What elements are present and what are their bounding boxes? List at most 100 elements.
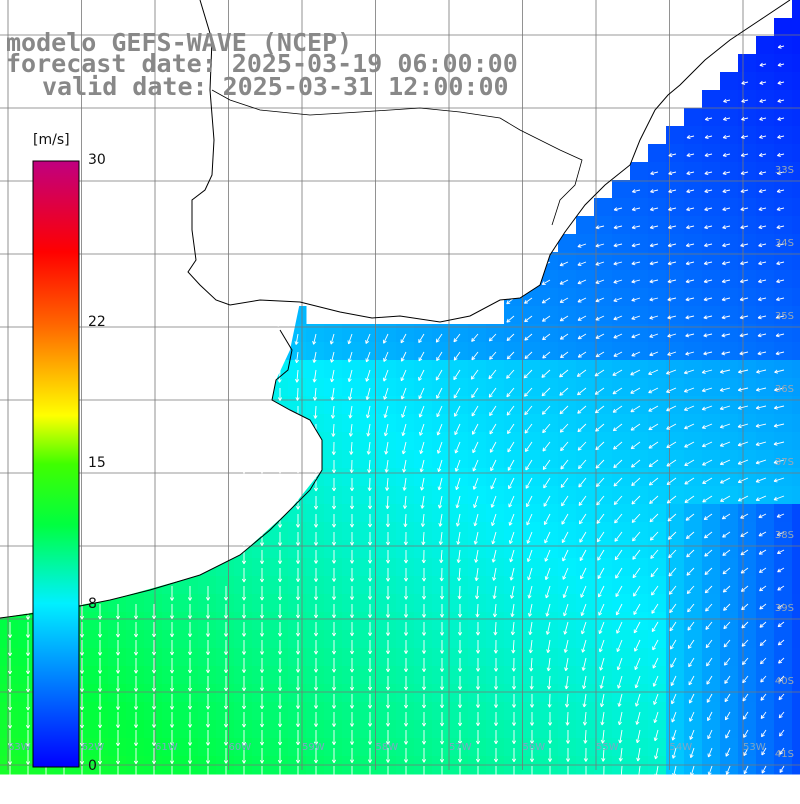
wind-speed-cell [630,612,649,631]
wind-speed-cell [0,630,19,649]
wind-speed-cell [468,666,487,685]
wind-speed-cell [756,612,775,631]
wind-speed-cell [558,504,577,523]
wind-speed-cell [576,270,595,289]
wind-speed-cell [702,684,721,703]
wind-speed-cell [450,414,469,433]
wind-speed-cell [756,594,775,613]
wind-speed-cell [774,396,793,415]
wind-speed-cell [378,342,397,361]
wind-speed-cell [414,684,433,703]
wind-speed-cell [126,648,145,667]
wind-speed-cell [720,252,739,271]
wind-speed-cell [414,414,433,433]
wind-speed-cell [558,288,577,307]
wind-speed-cell [720,630,739,649]
wind-speed-cell [288,558,307,577]
wind-speed-cell [756,450,775,469]
wind-speed-cell [774,342,793,361]
wind-speed-cell [576,630,595,649]
wind-speed-cell [252,630,271,649]
wind-speed-cell [666,288,685,307]
wind-speed-cell [396,720,415,739]
wind-speed-cell [666,180,685,199]
wind-speed-cell [306,684,325,703]
wind-speed-cell [720,270,739,289]
wind-speed-cell [738,216,757,235]
wind-speed-cell [594,486,613,505]
wind-speed-cell [468,342,487,361]
wind-speed-cell [738,90,757,109]
wind-speed-cell [450,720,469,739]
wind-speed-cell [756,144,775,163]
wind-speed-cell [774,576,793,595]
wind-speed-cell [162,684,181,703]
wind-speed-cell [576,504,595,523]
wind-speed-cell [90,666,109,685]
wind-speed-cell [702,126,721,145]
wind-speed-cell [792,396,800,415]
wind-speed-cell [540,414,559,433]
wind-speed-cell [432,432,451,451]
wind-speed-cell [90,648,109,667]
wind-speed-cell [702,234,721,253]
wind-speed-cell [630,234,649,253]
wind-speed-cell [738,180,757,199]
wind-speed-cell [162,630,181,649]
wind-speed-cell [504,504,523,523]
wind-speed-cell [666,360,685,379]
wind-speed-cell [252,648,271,667]
wind-speed-cell [684,234,703,253]
wind-speed-cell [162,612,181,631]
wind-speed-cell [684,306,703,325]
wind-speed-cell [540,468,559,487]
wind-speed-cell [612,234,631,253]
wind-speed-cell [486,522,505,541]
wind-speed-cell [288,594,307,613]
title-valid-date: valid date: 2025-03-31 12:00:00 [42,74,509,100]
wind-speed-cell [792,54,800,73]
wind-speed-cell [342,342,361,361]
wind-speed-cell [720,432,739,451]
longitude-label: 59W [302,742,325,753]
wind-speed-cell [774,612,793,631]
wind-speed-cell [486,342,505,361]
wind-speed-cell [702,342,721,361]
wind-speed-cell [774,468,793,487]
wind-speed-cell [270,576,289,595]
wind-speed-cell [162,594,181,613]
wind-speed-cell [126,594,145,613]
wind-speed-cell [792,630,800,649]
wind-speed-cell [558,468,577,487]
wind-speed-cell [666,720,685,739]
wind-speed-cell [720,612,739,631]
wind-speed-cell [738,360,757,379]
wind-speed-cell [702,360,721,379]
wind-speed-cell [594,594,613,613]
wind-speed-cell [396,576,415,595]
wind-speed-cell [594,252,613,271]
wind-speed-cell [504,666,523,685]
wind-speed-cell [486,540,505,559]
wind-speed-cell [414,738,433,757]
wind-speed-cell [648,306,667,325]
wind-speed-cell [558,630,577,649]
wind-speed-cell [180,702,199,721]
wind-speed-field [0,0,800,775]
wind-speed-cell [378,648,397,667]
wind-speed-cell [414,720,433,739]
wind-speed-cell [468,486,487,505]
wind-speed-cell [180,738,199,757]
wind-speed-cell [684,720,703,739]
wind-speed-cell [612,270,631,289]
wind-speed-cell [702,162,721,181]
wind-speed-cell [216,666,235,685]
wind-speed-cell [648,270,667,289]
wind-speed-cell [612,540,631,559]
wind-speed-cell [522,558,541,577]
wind-speed-cell [702,216,721,235]
latitude-label: 36S [775,384,794,395]
wind-speed-cell [666,684,685,703]
wind-speed-cell [432,630,451,649]
